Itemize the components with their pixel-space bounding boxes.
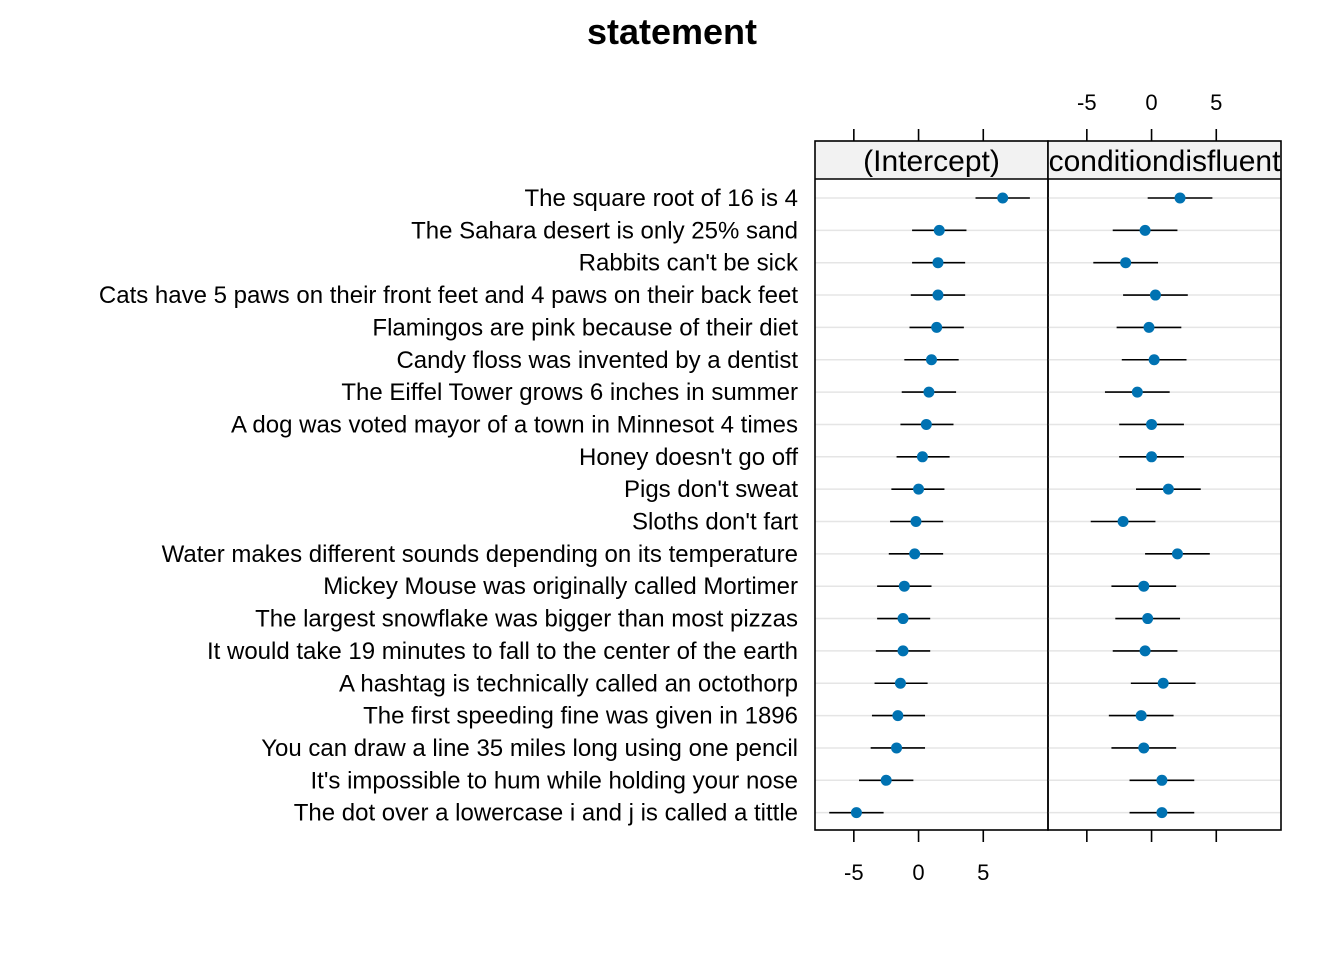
data-point xyxy=(892,710,904,722)
data-point xyxy=(932,257,944,269)
category-label: Sloths don't fart xyxy=(632,509,798,536)
panel-frame xyxy=(1047,140,1282,831)
category-label: Cats have 5 paws on their front feet and… xyxy=(99,282,798,309)
data-point xyxy=(1131,386,1143,398)
category-label: Honey doesn't go off xyxy=(579,444,798,471)
category-label: A dog was voted mayor of a town in Minne… xyxy=(231,411,798,438)
panel-strip xyxy=(815,141,1048,179)
chart-title: statement xyxy=(587,11,757,52)
category-label: You can draw a line 35 miles long using … xyxy=(261,735,798,762)
category-label: The square root of 16 is 4 xyxy=(525,185,799,212)
tick-label: 0 xyxy=(912,860,924,885)
category-label: It's impossible to hum while holding you… xyxy=(311,767,799,794)
panels: (Intercept) -5 0 5 conditiondisfluent -5 0 5 xyxy=(814,90,1282,885)
data-point xyxy=(932,289,944,301)
category-label: The first speeding fine was given in 189… xyxy=(363,703,798,730)
category-label: The Sahara desert is only 25% sand xyxy=(411,217,798,244)
data-point xyxy=(1146,418,1158,430)
tick-label: -5 xyxy=(844,860,864,885)
data-point xyxy=(898,580,910,592)
data-point xyxy=(997,192,1009,204)
data-point xyxy=(909,548,921,560)
category-label: Water makes different sounds depending o… xyxy=(162,541,798,568)
data-point xyxy=(910,516,922,527)
data-point xyxy=(880,774,892,786)
data-point xyxy=(1139,224,1151,236)
data-point xyxy=(1146,451,1158,463)
data-point xyxy=(1138,742,1150,754)
data-point xyxy=(926,354,937,366)
data-point xyxy=(913,483,925,495)
data-point xyxy=(1162,483,1174,495)
data-point xyxy=(1143,321,1155,333)
data-point xyxy=(916,451,928,463)
data-point xyxy=(1171,548,1183,560)
panel-frame xyxy=(814,140,1049,831)
data-point xyxy=(1117,516,1129,527)
data-point xyxy=(897,613,909,625)
data-point xyxy=(850,807,862,819)
data-point xyxy=(897,645,909,657)
panel-strip-label: conditiondisfluent xyxy=(1049,145,1281,178)
category-label: It would take 19 minutes to fall to the … xyxy=(207,638,798,665)
data-point xyxy=(891,742,903,754)
tick-label: -5 xyxy=(1077,90,1097,115)
category-labels: The square root of 16 is 4 The Sahara des… xyxy=(99,185,799,827)
data-point xyxy=(923,386,935,398)
data-point xyxy=(933,224,945,236)
category-label: The largest snowflake was bigger than mo… xyxy=(255,606,798,633)
category-label: Flamingos are pink because of their diet xyxy=(372,314,798,341)
category-label: The dot over a lowercase i and j is call… xyxy=(294,800,798,827)
data-point xyxy=(931,321,943,333)
category-label: Candy floss was invented by a dentist xyxy=(396,347,798,374)
category-label: The Eiffel Tower grows 6 inches in summe… xyxy=(341,379,798,406)
category-label: Rabbits can't be sick xyxy=(579,250,799,277)
panel-strip-label: (Intercept) xyxy=(863,145,1000,178)
data-point xyxy=(1138,580,1150,592)
data-point xyxy=(1174,192,1186,204)
data-point xyxy=(894,677,906,689)
data-point xyxy=(920,418,932,430)
data-point xyxy=(1157,677,1169,689)
data-point xyxy=(1135,710,1147,722)
panel: (Intercept) -5 0 5 xyxy=(814,129,1049,885)
tick-label: 5 xyxy=(1210,90,1222,115)
panel-strip xyxy=(1048,141,1281,179)
panel: conditiondisfluent -5 0 5 xyxy=(1047,90,1282,842)
data-point xyxy=(1156,774,1168,786)
category-label: Pigs don't sweat xyxy=(624,476,798,503)
data-point xyxy=(1148,354,1160,366)
category-label: Mickey Mouse was originally called Morti… xyxy=(323,573,798,600)
tick-label: 0 xyxy=(1145,90,1157,115)
category-label: A hashtag is technically called an octot… xyxy=(339,670,798,697)
data-point xyxy=(1120,257,1132,269)
data-point xyxy=(1142,613,1154,625)
data-point xyxy=(1156,807,1168,819)
tick-label: 5 xyxy=(977,860,989,885)
data-point xyxy=(1149,289,1161,301)
data-point xyxy=(1139,645,1151,657)
